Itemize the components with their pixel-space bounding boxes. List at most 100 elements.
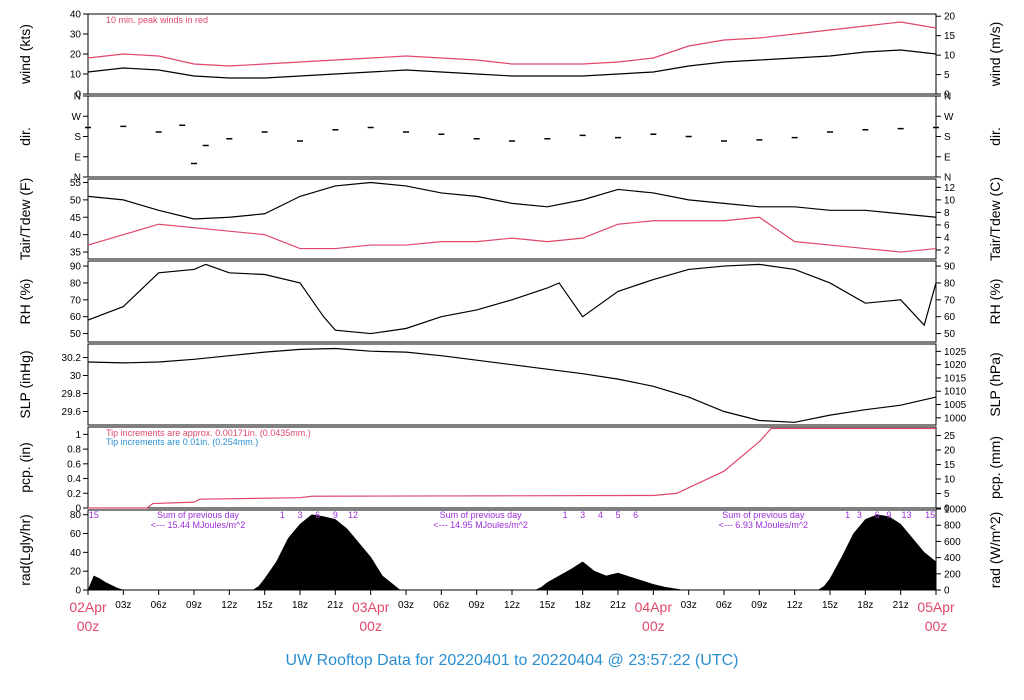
- pcp-ytick-label-right: 10: [944, 475, 956, 486]
- pcp-frame: [87, 426, 937, 509]
- slp-frame: [87, 343, 937, 426]
- rad-hour-mark: 3: [857, 510, 862, 520]
- wind-ytick-label-right: 20: [944, 12, 956, 23]
- pcp-ytick-label-right: 5: [944, 489, 950, 500]
- rad-summary-line1: Sum of previous day: [722, 510, 805, 520]
- rh-ytick-label-right: 90: [944, 262, 956, 273]
- x-tick-label: 06z: [716, 600, 732, 611]
- x-date-label: 03Apr: [352, 599, 390, 615]
- x-tick-label: 21z: [893, 600, 909, 611]
- rh-ytick-label-right: 70: [944, 295, 956, 306]
- dir-ylabel-right: dir.: [987, 127, 1003, 146]
- x-tick-label: 06z: [433, 600, 449, 611]
- rad-ytick-label-right: 1000: [944, 505, 967, 516]
- pcp-series-0-line: [88, 427, 936, 509]
- rh-ytick-label-left: 90: [70, 262, 82, 273]
- rad-ytick-label-left: 60: [70, 529, 82, 540]
- temp-ylabel-left: Tair/Tdew (F): [17, 178, 33, 260]
- wind-ytick-label-right: 5: [944, 70, 950, 81]
- wind-frame: [87, 13, 937, 95]
- rad-hour-mark: 5: [615, 510, 620, 520]
- x-tick-label: 18z: [857, 600, 873, 611]
- rh-ytick-label-right: 80: [944, 278, 956, 289]
- dir-ytick-label-left: S: [74, 132, 81, 143]
- rad-hour-mark: 1: [280, 510, 285, 520]
- x-tick-label: 15z: [539, 600, 555, 611]
- rh-ylabel-left: RH (%): [17, 279, 33, 325]
- x-tick-label: 21z: [327, 600, 343, 611]
- wind-annotation: 10 min. peak winds in red: [106, 15, 208, 25]
- rh-ytick-label-left: 60: [70, 312, 82, 323]
- pcp-ylabel-right: pcp. (mm): [987, 436, 1003, 499]
- pcp-ytick-label-left: 1: [75, 430, 81, 441]
- temp-ytick-label-right: 10: [944, 195, 956, 206]
- dir-ytick-label-left: W: [72, 112, 82, 123]
- rh-ytick-label-left: 70: [70, 295, 82, 306]
- rad-hour-mark: 1: [845, 510, 850, 520]
- temp-ylabel-right: Tair/Tdew (C): [987, 177, 1003, 261]
- dir-ytick-label-right: N: [944, 173, 951, 184]
- dir-ytick-label-left: N: [74, 92, 81, 103]
- x-tick-label: 15z: [822, 600, 838, 611]
- wind-series-0-line: [87, 49, 937, 79]
- rh-ylabel-right: RH (%): [987, 279, 1003, 325]
- rad-hour-mark: 15: [89, 510, 99, 520]
- temp-ytick-label-left: 50: [70, 195, 82, 206]
- pcp-note-blue: Tip increments are 0.01in. (0.254mm.): [106, 437, 258, 447]
- slp-ytick-label-left: 30.2: [62, 353, 82, 364]
- x-tick-label: 18z: [575, 600, 591, 611]
- rad-hour-mark: 6: [315, 510, 320, 520]
- temp-ytick-label-right: 2: [944, 245, 950, 256]
- rh-ytick-label-right: 60: [944, 312, 956, 323]
- wind-ylabel-right: wind (m/s): [987, 22, 1003, 88]
- pcp-ytick-label-left: 0.8: [67, 445, 81, 456]
- slp-ylabel-right: SLP (hPa): [987, 352, 1003, 416]
- temp-ytick-label-right: 4: [944, 233, 950, 244]
- pcp-ytick-label-right: 25: [944, 431, 956, 442]
- x-tick-label: 18z: [292, 600, 308, 611]
- rad-hour-mark: 3: [580, 510, 585, 520]
- rad-hour-mark: 4: [598, 510, 603, 520]
- x-date-sub: 00z: [925, 618, 948, 634]
- rad-summary-line1: Sum of previous day: [440, 510, 523, 520]
- rad-ytick-label-left: 20: [70, 567, 82, 578]
- pcp-ytick-label-right: 20: [944, 446, 956, 457]
- dir-frame: [87, 95, 937, 178]
- x-tick-label: 09z: [751, 600, 767, 611]
- slp-ytick-label-right: 1015: [944, 373, 967, 384]
- pcp-ytick-label-right: 15: [944, 460, 956, 471]
- temp-ytick-label-right: 8: [944, 208, 950, 219]
- wind-series-1-line: [87, 21, 937, 67]
- wind-ylabel-left: wind (kts): [17, 24, 33, 85]
- rad-ytick-label-right: 400: [944, 553, 961, 564]
- rad-ytick-label-left: 40: [70, 548, 82, 559]
- rad-series-0-area: [87, 514, 937, 591]
- slp-ytick-label-right: 1020: [944, 360, 967, 371]
- slp-ytick-label-right: 1005: [944, 400, 967, 411]
- wind-ytick-label-left: 30: [70, 30, 82, 41]
- rad-hour-mark: 6: [633, 510, 638, 520]
- rad-ylabel-left: rad(Lgly/hr): [17, 514, 33, 586]
- dir-ytick-label-right: W: [944, 112, 954, 123]
- dir-ytick-label-left: N: [74, 173, 81, 184]
- chart-title: UW Rooftop Data for 20220401 to 20220404…: [286, 652, 739, 669]
- x-tick-label: 12z: [221, 600, 237, 611]
- temp-ytick-label-right: 6: [944, 220, 950, 231]
- rad-hour-mark: 12: [348, 510, 358, 520]
- rad-ylabel-right: rad (W/m^2): [987, 512, 1003, 589]
- dir-ytick-label-right: E: [944, 152, 951, 163]
- rad-hour-mark: 9: [333, 510, 338, 520]
- wind-ytick-label-right: 15: [944, 31, 956, 42]
- temp-ytick-label-left: 55: [70, 178, 82, 189]
- x-tick-label: 03z: [398, 600, 414, 611]
- rad-hour-mark: 13: [902, 510, 912, 520]
- x-tick-label: 03z: [115, 600, 131, 611]
- rad-summary-line2: <--- 15.44 MJoules/m^2: [151, 520, 246, 530]
- wind-ytick-label-right: 0: [944, 90, 950, 101]
- temp-ytick-label-left: 40: [70, 230, 82, 241]
- temp-ytick-label-left: 35: [70, 248, 82, 259]
- pcp-ytick-label-left: 0.4: [67, 474, 81, 485]
- temp-series-1-line: [87, 216, 937, 253]
- dir-ytick-label-left: E: [74, 152, 81, 163]
- slp-ytick-label-left: 30: [70, 371, 82, 382]
